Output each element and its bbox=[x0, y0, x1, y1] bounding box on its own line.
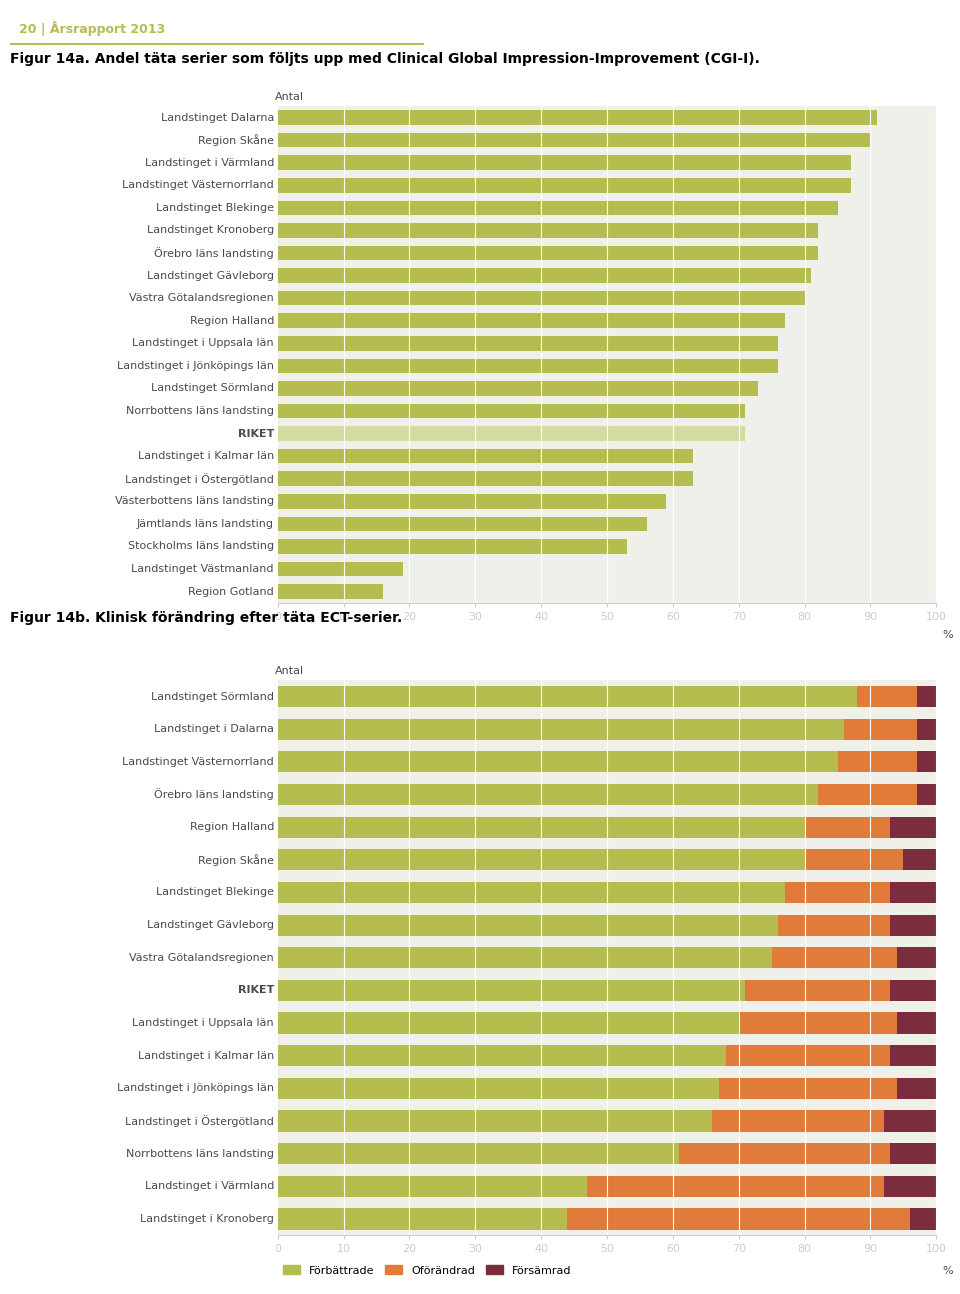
Text: 31: 31 bbox=[284, 1149, 299, 1158]
Text: Landstinget Sörmland: Landstinget Sörmland bbox=[151, 383, 274, 393]
Text: 115: 115 bbox=[284, 822, 305, 832]
Text: 148: 148 bbox=[284, 361, 305, 371]
Text: 15: 15 bbox=[284, 564, 299, 575]
Text: 113: 113 bbox=[284, 691, 305, 701]
Text: 637: 637 bbox=[284, 294, 305, 303]
Text: Landstinget i Östergötland: Landstinget i Östergötland bbox=[125, 1115, 274, 1127]
Text: 113: 113 bbox=[284, 383, 305, 393]
Text: Landstinget Västernorrland: Landstinget Västernorrland bbox=[122, 757, 274, 767]
Text: 61: 61 bbox=[284, 180, 299, 190]
Text: Landstinget Kronoberg: Landstinget Kronoberg bbox=[147, 225, 274, 236]
Text: 44: 44 bbox=[284, 203, 299, 212]
Text: Landstinget Blekinge: Landstinget Blekinge bbox=[156, 203, 274, 212]
Text: Region Skåne: Region Skåne bbox=[198, 135, 274, 146]
Text: 3152: 3152 bbox=[284, 986, 315, 995]
Text: 378: 378 bbox=[284, 135, 305, 145]
Text: Norrbottens läns landsting: Norrbottens läns landsting bbox=[126, 1149, 274, 1158]
Text: 74: 74 bbox=[284, 158, 299, 168]
Text: 20 | Årsrapport 2013: 20 | Årsrapport 2013 bbox=[19, 22, 165, 36]
Text: Landstinget i Värmland: Landstinget i Värmland bbox=[145, 1181, 274, 1192]
Text: Region Halland: Region Halland bbox=[189, 822, 274, 832]
Text: Figur 14a. Andel täta serier som följts upp med Clinical Global Impression-Impro: Figur 14a. Andel täta serier som följts … bbox=[10, 52, 759, 66]
Text: 213: 213 bbox=[284, 1115, 305, 1126]
Text: Landstinget i Uppsala län: Landstinget i Uppsala län bbox=[132, 1018, 274, 1029]
Text: 44: 44 bbox=[284, 888, 299, 898]
Text: 3152: 3152 bbox=[284, 428, 315, 439]
Text: 637: 637 bbox=[284, 952, 305, 963]
Text: Landstinget i Östergötland: Landstinget i Östergötland bbox=[125, 472, 274, 485]
Text: 148: 148 bbox=[284, 1083, 305, 1093]
Text: Landstinget i Uppsala län: Landstinget i Uppsala län bbox=[132, 338, 274, 348]
Text: 31: 31 bbox=[284, 519, 299, 529]
Text: Figur 14b. Klinisk förändring efter täta ECT-serier.: Figur 14b. Klinisk förändring efter täta… bbox=[10, 611, 402, 625]
Text: 4: 4 bbox=[284, 586, 292, 597]
Text: Landstinget Dalarna: Landstinget Dalarna bbox=[160, 113, 274, 123]
Text: Västra Götalandsregionen: Västra Götalandsregionen bbox=[130, 952, 274, 963]
Text: Landstinget Gävleborg: Landstinget Gävleborg bbox=[147, 920, 274, 930]
Text: Antal: Antal bbox=[276, 666, 304, 677]
Text: 213: 213 bbox=[284, 474, 305, 484]
Text: 167: 167 bbox=[284, 270, 305, 281]
Text: Landstinget Västmanland: Landstinget Västmanland bbox=[132, 564, 274, 575]
Text: Landstinget i Kronoberg: Landstinget i Kronoberg bbox=[140, 1214, 274, 1224]
Text: Landstinget i Dalarna: Landstinget i Dalarna bbox=[154, 725, 274, 734]
Text: 60: 60 bbox=[284, 452, 299, 461]
Text: Antal: Antal bbox=[276, 92, 304, 102]
Text: 167: 167 bbox=[284, 920, 305, 930]
Text: 91: 91 bbox=[284, 248, 299, 258]
Text: Landstinget Blekinge: Landstinget Blekinge bbox=[156, 888, 274, 898]
Text: 60: 60 bbox=[284, 1051, 299, 1061]
Text: Jämtlands läns landsting: Jämtlands läns landsting bbox=[137, 519, 274, 529]
Text: 92: 92 bbox=[284, 497, 299, 506]
Text: Landstinget i Värmland: Landstinget i Värmland bbox=[145, 158, 274, 168]
Text: Västra Götalandsregionen: Västra Götalandsregionen bbox=[130, 294, 274, 303]
Text: 74: 74 bbox=[284, 1181, 299, 1192]
Text: 61: 61 bbox=[284, 757, 299, 767]
Text: Örebro läns landsting: Örebro läns landsting bbox=[155, 788, 274, 801]
Text: 167: 167 bbox=[284, 725, 305, 734]
Text: RIKET: RIKET bbox=[237, 986, 274, 995]
Text: Landstinget i Jönköpings län: Landstinget i Jönköpings län bbox=[117, 361, 274, 371]
Text: Landstinget i Kalmar län: Landstinget i Kalmar län bbox=[137, 1051, 274, 1061]
Text: 132: 132 bbox=[284, 1018, 305, 1029]
Text: Landstinget Gävleborg: Landstinget Gävleborg bbox=[147, 270, 274, 281]
Text: Stockholms läns landsting: Stockholms läns landsting bbox=[128, 541, 274, 551]
Text: Landstinget Sörmland: Landstinget Sörmland bbox=[151, 691, 274, 701]
Text: Landstinget Västernorrland: Landstinget Västernorrland bbox=[122, 180, 274, 190]
Text: 516: 516 bbox=[284, 541, 305, 551]
Text: 63: 63 bbox=[284, 1214, 299, 1224]
Text: Norrbottens läns landsting: Norrbottens läns landsting bbox=[126, 406, 274, 415]
Text: Region Halland: Region Halland bbox=[189, 316, 274, 326]
Text: 132: 132 bbox=[284, 338, 305, 348]
Text: Landstinget i Jönköpings län: Landstinget i Jönköpings län bbox=[117, 1083, 274, 1093]
Text: 167: 167 bbox=[284, 113, 305, 123]
Text: RIKET: RIKET bbox=[237, 428, 274, 439]
Text: 115: 115 bbox=[284, 316, 305, 326]
Text: Örebro läns landsting: Örebro läns landsting bbox=[155, 247, 274, 259]
Legend: Förbättrade, Oförändrad, Försämrad: Förbättrade, Oförändrad, Försämrad bbox=[283, 1266, 571, 1276]
Text: Västerbottens läns landsting: Västerbottens läns landsting bbox=[115, 497, 274, 506]
Text: 63: 63 bbox=[284, 225, 299, 236]
Text: 378: 378 bbox=[284, 855, 305, 864]
Text: 31: 31 bbox=[284, 406, 299, 415]
Text: Region Skåne: Region Skåne bbox=[198, 854, 274, 866]
Text: Region Gotland: Region Gotland bbox=[188, 586, 274, 597]
Text: Landstinget i Kalmar län: Landstinget i Kalmar län bbox=[137, 452, 274, 461]
Text: 91: 91 bbox=[284, 789, 299, 800]
